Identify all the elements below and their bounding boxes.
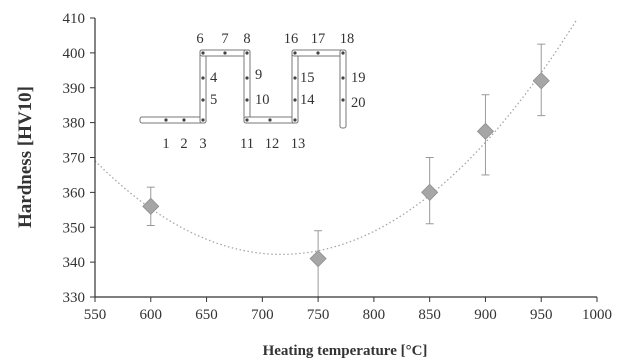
measurement-label: 9 [255, 67, 262, 83]
y-tick-labels: 330 340 350 360 370 380 390 400 410 [63, 11, 86, 306]
measurement-point [293, 76, 297, 80]
measurement-point [341, 76, 345, 80]
x-tick-label: 800 [363, 307, 386, 323]
path-segment [243, 49, 251, 124]
y-tick-label: 360 [63, 185, 86, 201]
measurement-label: 18 [340, 31, 355, 47]
y-tick-label: 380 [63, 116, 86, 132]
x-tick-label: 700 [251, 307, 274, 323]
path-segment [339, 49, 347, 129]
y-tick-label: 410 [63, 11, 86, 27]
y-tick-label: 390 [63, 81, 86, 97]
measurement-label: 1 [162, 136, 169, 152]
measurement-point [223, 51, 227, 55]
path-segment [199, 49, 207, 124]
measurement-point [201, 76, 205, 80]
measurement-label: 2 [180, 136, 187, 152]
measurement-point [293, 98, 297, 102]
data-point-diamond [476, 122, 495, 140]
measurement-point [293, 118, 297, 122]
measurement-point [201, 51, 205, 55]
measurement-label: 15 [300, 70, 315, 86]
measurement-label: 14 [300, 92, 315, 108]
path-segment [291, 49, 299, 124]
data-point-diamond [532, 72, 550, 90]
measurement-label: 19 [351, 70, 366, 86]
x-tick-label: 550 [84, 307, 107, 323]
x-tick-label: 750 [307, 307, 330, 323]
measurement-label: 13 [291, 136, 306, 152]
measurement-label: 20 [351, 95, 366, 111]
measurement-label: 12 [265, 136, 280, 152]
measurement-point [245, 76, 249, 80]
measurement-label: 5 [210, 92, 217, 108]
measurement-label: 6 [196, 31, 203, 47]
measurement-point [201, 118, 205, 122]
y-tick-label: 370 [63, 151, 86, 167]
measurement-point [245, 118, 249, 122]
data-point-diamond [421, 183, 439, 201]
measurement-point [182, 118, 186, 122]
measurement-point [201, 98, 205, 102]
measurement-point [341, 98, 345, 102]
y-tick-label: 340 [63, 255, 86, 271]
x-tick-label: 900 [474, 307, 497, 323]
measurement-point [341, 51, 345, 55]
measurement-label: 17 [311, 31, 326, 47]
measurement-point [293, 51, 297, 55]
x-tick-labels: 550 600 650 700 750 800 850 900 950 1000 [84, 307, 612, 323]
x-tick-label: 850 [418, 307, 441, 323]
x-tick-label: 1000 [582, 307, 612, 323]
measurement-point [245, 98, 249, 102]
y-tick-label: 400 [63, 46, 86, 62]
axes [90, 17, 598, 302]
x-tick-label: 650 [195, 307, 218, 323]
measurement-point [316, 51, 320, 55]
data-markers [142, 72, 550, 268]
measurement-label: 4 [210, 70, 218, 86]
measurement-label: 11 [240, 136, 254, 152]
data-point-diamond [142, 197, 160, 215]
y-tick-label: 330 [63, 290, 86, 306]
measurement-label: 16 [284, 31, 299, 47]
path-segment [139, 116, 207, 124]
y-tick-label: 350 [63, 220, 86, 236]
measurement-label: 3 [199, 136, 206, 152]
x-tick-label: 950 [530, 307, 553, 323]
measurement-label: 10 [255, 92, 270, 108]
measurement-label: 7 [221, 31, 228, 47]
y-axis-title: Hardness [HV10] [15, 86, 36, 228]
data-point-diamond [309, 250, 327, 268]
measurement-point [245, 51, 249, 55]
x-tick-label: 600 [140, 307, 163, 323]
measurement-label: 8 [243, 31, 250, 47]
measurement-point [268, 118, 272, 122]
measurement-point [164, 118, 168, 122]
x-axis-title: Heating temperature [°C] [263, 343, 428, 359]
